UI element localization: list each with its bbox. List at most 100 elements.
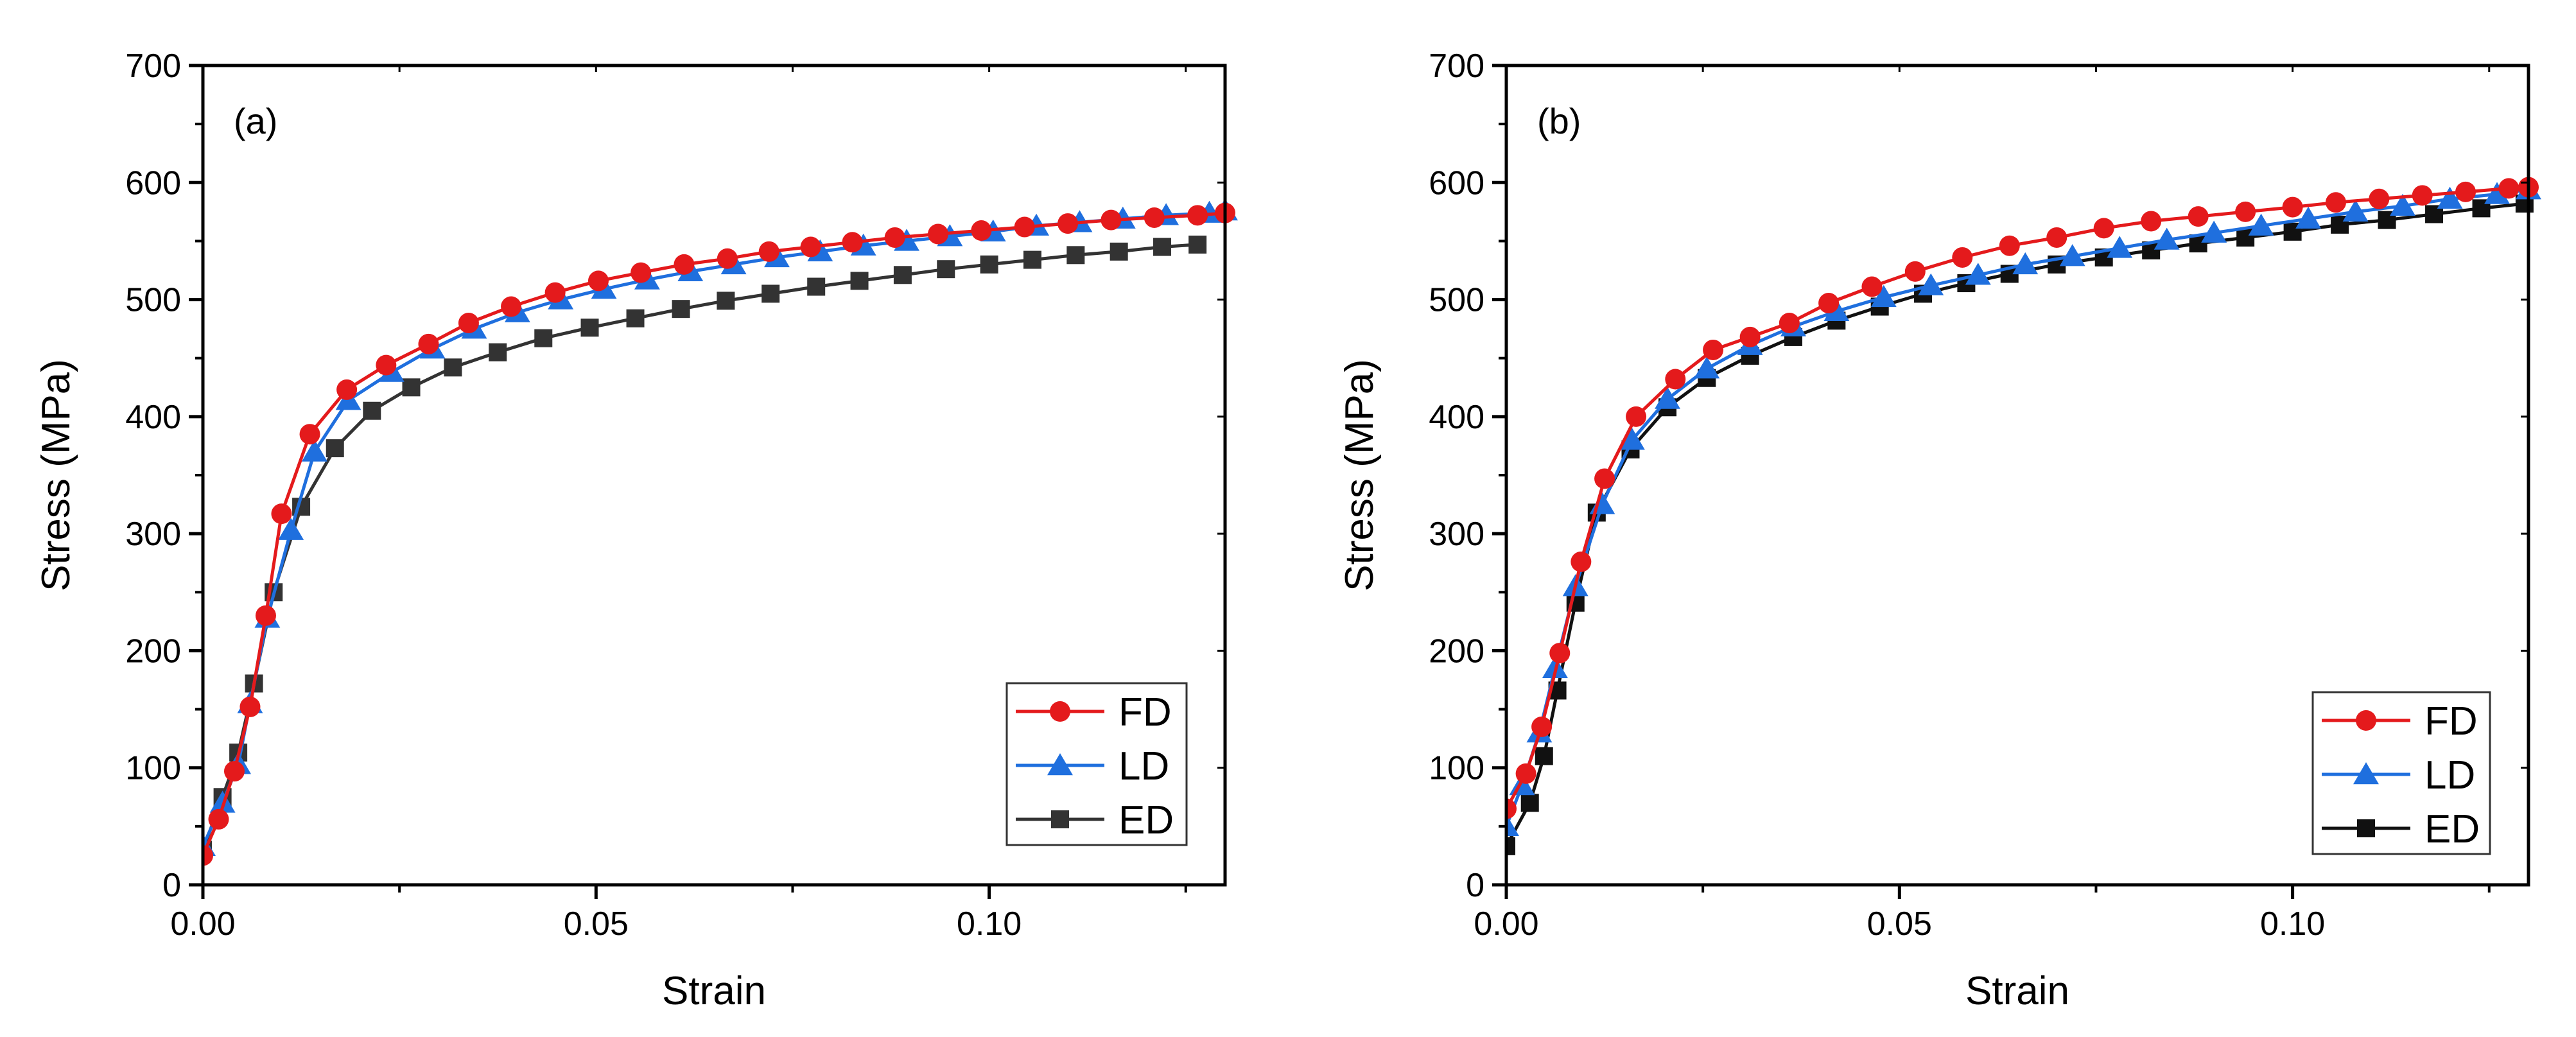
data-point-ld (301, 439, 327, 462)
data-point-fd (1549, 643, 1571, 664)
data-point-ed (626, 309, 645, 327)
data-point-fd (2325, 192, 2346, 213)
y-tick-label: 400 (1429, 399, 1484, 436)
data-point-fd (203, 845, 213, 866)
data-point-ld (1870, 284, 1897, 308)
series-fd (203, 202, 1235, 866)
y-tick-label: 0 (162, 867, 181, 904)
legend-label: LD (1118, 744, 1169, 789)
legend-item-ed: ED (1016, 798, 1174, 842)
legend-marker (1050, 701, 1070, 722)
series-ld (1506, 177, 2541, 837)
data-point-ld (2484, 182, 2510, 204)
data-point-fd (758, 241, 779, 262)
data-point-ed (1506, 837, 1515, 855)
data-point-ed (444, 358, 462, 377)
data-point-fd (971, 220, 992, 241)
data-point-fd (1014, 216, 1035, 238)
legend-item-fd: FD (2322, 699, 2478, 744)
data-point-fd (336, 379, 358, 400)
legend-label: LD (2424, 753, 2475, 797)
y-axis-title: Stress (MPa) (1337, 359, 1382, 591)
legend-item-ld: LD (1016, 744, 1169, 789)
data-point-fd (239, 696, 261, 717)
data-point-ld (2201, 220, 2227, 243)
y-tick-label: 700 (1429, 48, 1484, 85)
data-point-fd (208, 808, 229, 830)
data-point-ld (278, 518, 304, 540)
data-point-ed (1520, 794, 1539, 812)
y-tick-label: 200 (125, 632, 181, 670)
data-point-ld (1506, 814, 1519, 837)
data-point-ed (1153, 238, 1172, 256)
legend-marker (1047, 753, 1073, 776)
data-point-ld (1655, 387, 1680, 409)
data-point-ld (2437, 186, 2463, 209)
data-point-fd (223, 761, 245, 782)
series-line-fd (1506, 186, 2529, 810)
x-tick-label: 0.05 (1867, 905, 1932, 943)
data-point-fd (2369, 188, 2390, 209)
data-point-ld (2059, 244, 2085, 266)
x-axis-title: Strain (1965, 969, 2069, 1013)
data-point-fd (255, 605, 276, 626)
data-point-fd (587, 270, 609, 292)
y-tick-label: 700 (125, 48, 181, 85)
data-point-ed (402, 378, 421, 397)
data-point-fd (299, 424, 320, 445)
legend-label: ED (2424, 807, 2480, 851)
legend-marker (2357, 819, 2375, 837)
data-point-ed (807, 277, 826, 296)
legend-item-ld: LD (2322, 753, 2475, 797)
data-point-fd (1101, 209, 1122, 231)
data-point-fd (1144, 207, 1165, 228)
legend-label: FD (2424, 699, 2478, 744)
data-point-fd (1594, 468, 1615, 489)
data-point-ed (1535, 747, 1553, 765)
data-point-ld (2012, 252, 2039, 275)
data-point-fd (1703, 339, 1724, 360)
data-point-fd (2141, 211, 2162, 232)
data-point-fd (418, 333, 439, 354)
legend-label: FD (1118, 690, 1172, 735)
data-point-fd (1571, 551, 1592, 572)
legend-marker (2356, 710, 2376, 731)
data-point-fd (1506, 798, 1517, 819)
data-point-ed (1188, 235, 1207, 254)
data-point-fd (1739, 326, 1761, 347)
data-point-ld (1823, 299, 1850, 321)
legend: FD LD ED (2311, 691, 2491, 855)
data-point-fd (1818, 293, 1840, 314)
x-tick-label: 0.10 (957, 905, 1022, 943)
data-point-ed (761, 284, 780, 303)
y-axis-title: Stress (MPa) (34, 359, 78, 591)
data-point-ed (893, 266, 912, 284)
legend-item-fd: FD (1016, 690, 1172, 735)
data-point-ed (326, 439, 344, 458)
data-point-ed (980, 255, 998, 274)
data-point-ed (937, 260, 955, 279)
legend-marker (1051, 810, 1069, 828)
data-point-fd (884, 227, 905, 248)
legend-marker (2353, 762, 2379, 785)
data-point-ld (1619, 428, 1645, 450)
data-point-fd (2235, 201, 2256, 222)
legend-label: ED (1118, 798, 1174, 842)
data-point-fd (1626, 406, 1647, 427)
data-point-fd (2412, 185, 2433, 206)
data-point-fd (717, 248, 738, 269)
data-point-fd (800, 236, 821, 257)
data-point-fd (544, 282, 566, 303)
x-tick-label: 0.05 (564, 905, 629, 943)
x-tick-label: 0.00 (1474, 905, 1538, 943)
data-point-ld (1589, 492, 1615, 514)
data-point-fd (1999, 235, 2020, 256)
data-point-fd (631, 262, 652, 283)
data-point-ld (1918, 273, 1944, 295)
y-tick-label: 100 (1429, 750, 1484, 787)
data-point-fd (2498, 178, 2519, 199)
y-tick-label: 500 (1429, 282, 1484, 319)
data-point-fd (2455, 181, 2476, 202)
data-point-ld (1965, 263, 1991, 285)
y-tick-label: 400 (125, 399, 181, 436)
